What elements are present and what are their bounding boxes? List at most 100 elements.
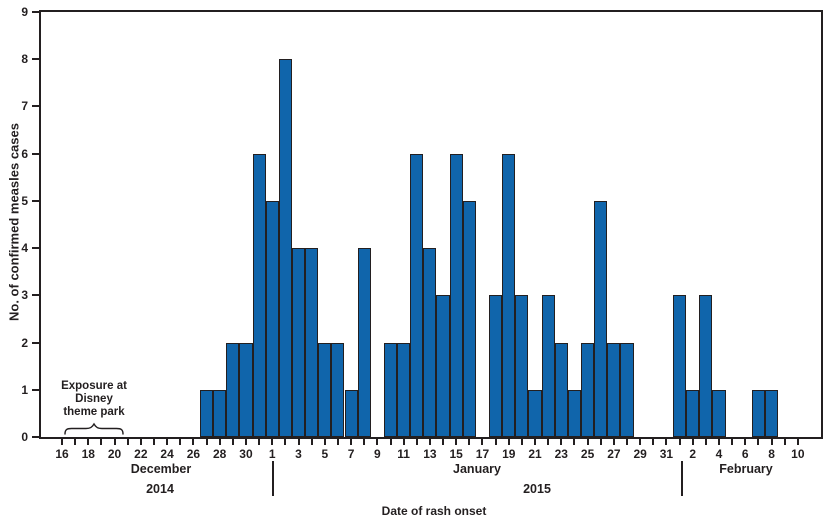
bar: [607, 342, 621, 437]
x-tick: [139, 439, 142, 445]
x-tick-label: 3: [295, 447, 302, 461]
bar: [318, 342, 332, 437]
x-tick: [376, 439, 379, 445]
x-tick: [612, 439, 615, 445]
y-tick-label: 8: [21, 52, 28, 67]
x-tick: [652, 439, 655, 445]
bar: [541, 295, 555, 437]
x-tick: [744, 439, 747, 445]
x-tick: [626, 439, 629, 445]
bar: [581, 342, 595, 437]
x-tick-label: 31: [659, 447, 674, 461]
y-tick: [32, 436, 39, 438]
x-tick: [244, 439, 247, 445]
bar: [594, 200, 608, 437]
x-tick: [87, 439, 90, 445]
bar: [489, 295, 503, 437]
x-tick-label: 11: [397, 447, 410, 461]
x-tick-label: 2: [689, 447, 697, 461]
x-tick: [573, 439, 576, 445]
x-tick: [258, 439, 261, 445]
x-tick: [507, 439, 510, 445]
y-tick-label: 1: [21, 382, 28, 397]
x-tick-label: 5: [321, 447, 329, 461]
year-label-2014: 2014: [146, 482, 174, 496]
month-label-february: February: [719, 462, 773, 476]
bar: [397, 342, 411, 437]
x-tick-label: 15: [449, 447, 463, 461]
bar: [462, 200, 476, 437]
x-tick-label: 4: [715, 447, 723, 461]
x-tick: [757, 439, 760, 445]
x-tick: [599, 439, 602, 445]
x-tick: [534, 439, 537, 445]
bar: [528, 389, 542, 437]
x-tick: [402, 439, 405, 445]
x-tick: [271, 439, 274, 445]
year-label-2015: 2015: [523, 482, 551, 496]
y-tick: [32, 199, 39, 202]
x-tick: [192, 439, 195, 445]
x-tick-label: 10: [791, 447, 805, 461]
bar: [265, 200, 279, 437]
x-tick: [494, 439, 497, 445]
bar: [199, 389, 214, 437]
month-separator-dec-jan: [272, 461, 274, 496]
x-tick: [113, 439, 116, 445]
bar: [278, 59, 292, 437]
bar: [686, 389, 700, 437]
x-tick: [547, 439, 550, 445]
x-tick-label: 20: [107, 447, 122, 461]
bar: [554, 342, 568, 437]
x-tick-label: 29: [633, 447, 647, 461]
x-tick: [205, 439, 208, 445]
x-tick: [428, 439, 431, 445]
exposure-annotation-line3: theme park: [63, 406, 125, 418]
bar: [213, 389, 227, 437]
x-tick: [323, 439, 326, 445]
x-tick: [520, 439, 523, 445]
x-tick: [691, 439, 694, 445]
y-tick-label: 3: [21, 288, 28, 303]
x-tick: [639, 439, 642, 445]
bar: [515, 295, 529, 437]
x-tick-label: 16: [55, 447, 69, 461]
x-tick-label: 22: [134, 447, 148, 461]
x-tick-label: 9: [374, 447, 381, 461]
x-tick: [61, 439, 63, 445]
x-tick-label: 25: [580, 447, 595, 461]
exposure-annotation-line1: Exposure at: [61, 380, 127, 392]
y-tick: [32, 58, 39, 61]
y-tick: [32, 388, 39, 391]
y-tick-label: 4: [21, 241, 28, 256]
y-tick-label: 9: [21, 5, 28, 19]
bar: [239, 342, 253, 437]
x-tick-label: 28: [212, 447, 227, 461]
x-tick: [796, 439, 799, 445]
x-tick: [218, 439, 221, 445]
month-label-january: January: [453, 462, 501, 476]
bar: [764, 389, 779, 437]
x-tick-label: 27: [607, 447, 621, 461]
x-tick: [731, 439, 734, 445]
exposure-brace-icon: [64, 422, 124, 435]
bar: [423, 248, 437, 437]
bar: [502, 153, 516, 437]
bar: [252, 153, 266, 437]
x-tick: [783, 439, 786, 445]
bar: [673, 295, 687, 437]
bar: [712, 389, 726, 437]
bar: [383, 342, 398, 437]
x-tick: [389, 439, 392, 445]
bar: [567, 389, 581, 437]
x-tick: [481, 439, 484, 445]
x-tick: [363, 439, 366, 445]
x-tick: [442, 439, 445, 445]
x-tick: [231, 439, 234, 445]
x-tick-label: 1: [268, 447, 276, 461]
bar: [699, 295, 713, 437]
month-label-december: December: [130, 462, 192, 476]
x-tick-label: 13: [423, 447, 437, 461]
x-tick: [770, 439, 773, 445]
